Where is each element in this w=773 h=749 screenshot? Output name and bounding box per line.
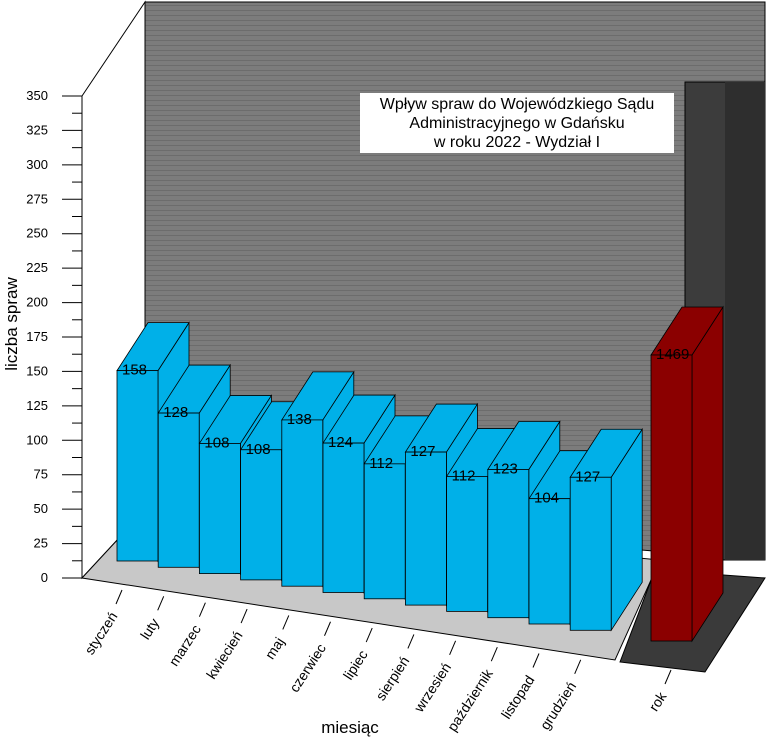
bar-front: [116, 370, 159, 562]
x-axis-title: miesiąc: [321, 718, 379, 737]
bar-value-label: 1469: [656, 346, 689, 363]
x-tick: [407, 634, 415, 649]
bar-side: [691, 305, 724, 643]
bar-grudzień: 127: [569, 427, 643, 632]
bar-value-label: 104: [534, 490, 559, 507]
y-tick-label: 25: [34, 536, 48, 551]
bar-front: [157, 412, 200, 568]
x-tick-label: marzec: [165, 622, 203, 669]
bar-value-label: 127: [575, 468, 600, 485]
y-tick-label: 175: [26, 329, 48, 344]
x-tick-label: czerwiec: [286, 641, 329, 695]
bar-front: [322, 442, 365, 593]
x-tick: [115, 589, 123, 605]
bar-value-label: 112: [452, 467, 476, 484]
bar-total: 1469: [650, 305, 724, 643]
bar-value-label: 138: [287, 411, 312, 428]
bar-front: [198, 443, 241, 574]
y-tick-label: 0: [41, 570, 48, 585]
x-tick-label: lipiec: [340, 647, 371, 682]
bar-front: [528, 498, 571, 625]
x-tick-label: styczeń: [81, 609, 120, 658]
x-tick: [664, 669, 672, 685]
x-tick: [157, 596, 165, 611]
x-tick-label: grudzień: [537, 679, 580, 733]
bar-front: [281, 419, 324, 587]
x-tick: [198, 602, 206, 617]
bar-front: [363, 463, 406, 600]
y-axis: 0 25 50 75 100 125 150 175 200 225 250 275 300 325 350: [26, 88, 83, 585]
y-tick-label: 350: [26, 88, 48, 103]
bar-value-label: 108: [204, 434, 229, 451]
bar-value-label: 124: [328, 434, 353, 451]
y-tick-label: 250: [26, 226, 48, 241]
bar-front: [404, 451, 447, 606]
bar-value-label: 128: [163, 404, 188, 421]
y-tick-label: 275: [26, 191, 48, 206]
total-side-wall: [725, 82, 765, 560]
y-tick-label: 225: [26, 260, 48, 275]
x-tick-label: listopad: [498, 672, 538, 721]
y-tick-label: 75: [34, 467, 48, 482]
x-tick-label: wrzesień: [410, 660, 454, 716]
bar-front: [650, 354, 693, 642]
y-tick-label: 100: [26, 432, 48, 447]
bar-value-label: 158: [122, 362, 147, 379]
title-line-3: w roku 2022 - Wydział I: [433, 134, 600, 151]
x-tick: [324, 621, 331, 636]
y-tick-label: 300: [26, 157, 48, 172]
x-tick-label: sierpień: [372, 653, 412, 703]
x-tick: [490, 646, 498, 662]
y-tick-label: 200: [26, 295, 48, 310]
x-tick: [240, 608, 248, 624]
x-tick: [365, 627, 373, 643]
y-tick-label: 325: [26, 122, 48, 137]
x-tick: [532, 653, 540, 668]
y-tick-label: 50: [34, 501, 48, 516]
x-tick-label: luty: [137, 615, 162, 642]
chart-title: Wpływ spraw do Wojewódzkiego Sądu Admini…: [360, 93, 674, 153]
bar-front: [487, 469, 530, 619]
bar-front: [446, 476, 489, 612]
title-line-2: Administracyjnego w Gdańsku: [409, 115, 624, 132]
y-tick-label: 125: [26, 398, 48, 413]
x-tick: [449, 640, 457, 655]
x-tick-label-total: rok: [646, 688, 671, 714]
bar-front: [569, 476, 612, 631]
title-line-1: Wpływ spraw do Wojewódzkiego Sądu: [380, 96, 655, 113]
bar-value-label: 127: [410, 443, 435, 460]
x-tick-label: maj: [262, 634, 288, 662]
bar-value-label: 108: [246, 441, 271, 458]
y-tick-label: 150: [26, 363, 48, 378]
bar-front: [240, 449, 283, 581]
x-tick-label: październik: [444, 665, 497, 734]
x-tick: [282, 615, 290, 630]
bar-value-label: 123: [493, 460, 518, 477]
x-tick-label: kwiecień: [203, 628, 246, 682]
title-box: [360, 93, 674, 153]
x-tick: [574, 659, 582, 675]
bar-value-label: 112: [369, 455, 393, 472]
bars: 158 128 108 108 138 124 112 127 112 123 104 127 1469: [116, 305, 724, 643]
y-axis-title: liczba spraw: [2, 277, 21, 371]
